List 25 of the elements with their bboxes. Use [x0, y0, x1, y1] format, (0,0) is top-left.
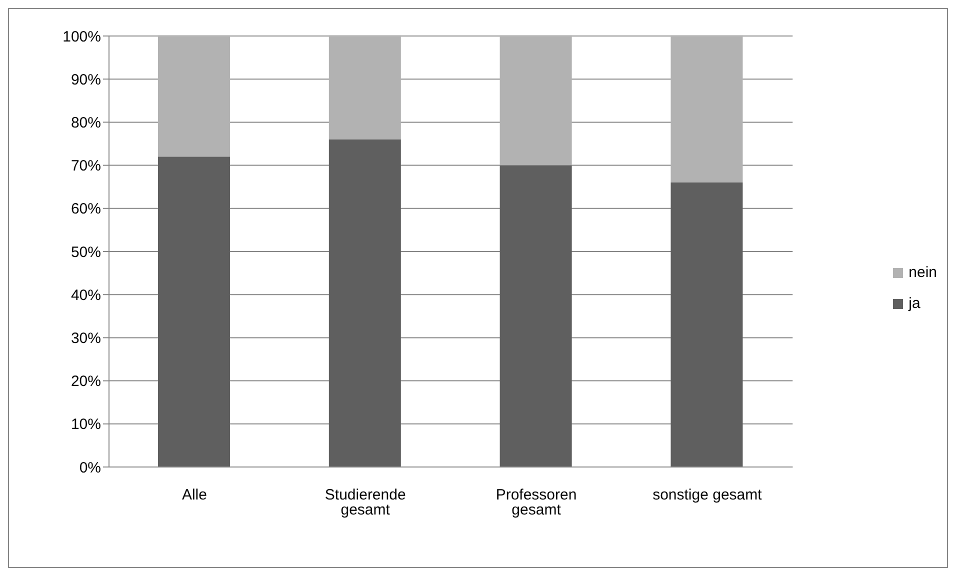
- x-tick-label: Studierende gesamt: [324, 486, 406, 519]
- y-tick-label: 90%: [70, 71, 101, 88]
- bar: [158, 156, 230, 467]
- y-tick-label: 100%: [62, 28, 101, 46]
- y-tick-label: 40%: [70, 286, 101, 304]
- bar: [328, 36, 401, 140]
- y-tick-label: 60%: [70, 200, 101, 218]
- x-tick-label: Professoren gesamt: [496, 486, 577, 519]
- x-tick-label: Alle: [182, 486, 207, 504]
- y-tick-label: 0%: [79, 459, 101, 476]
- y-tick-label: 50%: [70, 244, 101, 261]
- y-tick-label: 30%: [70, 330, 101, 348]
- bar: [500, 165, 572, 467]
- legend-label: nein: [908, 264, 937, 281]
- legend-label: ja: [908, 295, 920, 312]
- y-tick-label: 10%: [70, 416, 101, 434]
- bar: [670, 36, 743, 183]
- y-tick-label: 70%: [70, 158, 101, 175]
- bar: [670, 182, 743, 467]
- bar: [328, 139, 401, 467]
- y-tick-label: 80%: [70, 114, 101, 132]
- x-tick-label: sonstige gesamt: [652, 486, 763, 504]
- y-tick-label: 20%: [70, 373, 101, 390]
- bar: [500, 36, 572, 166]
- bar: [158, 36, 230, 157]
